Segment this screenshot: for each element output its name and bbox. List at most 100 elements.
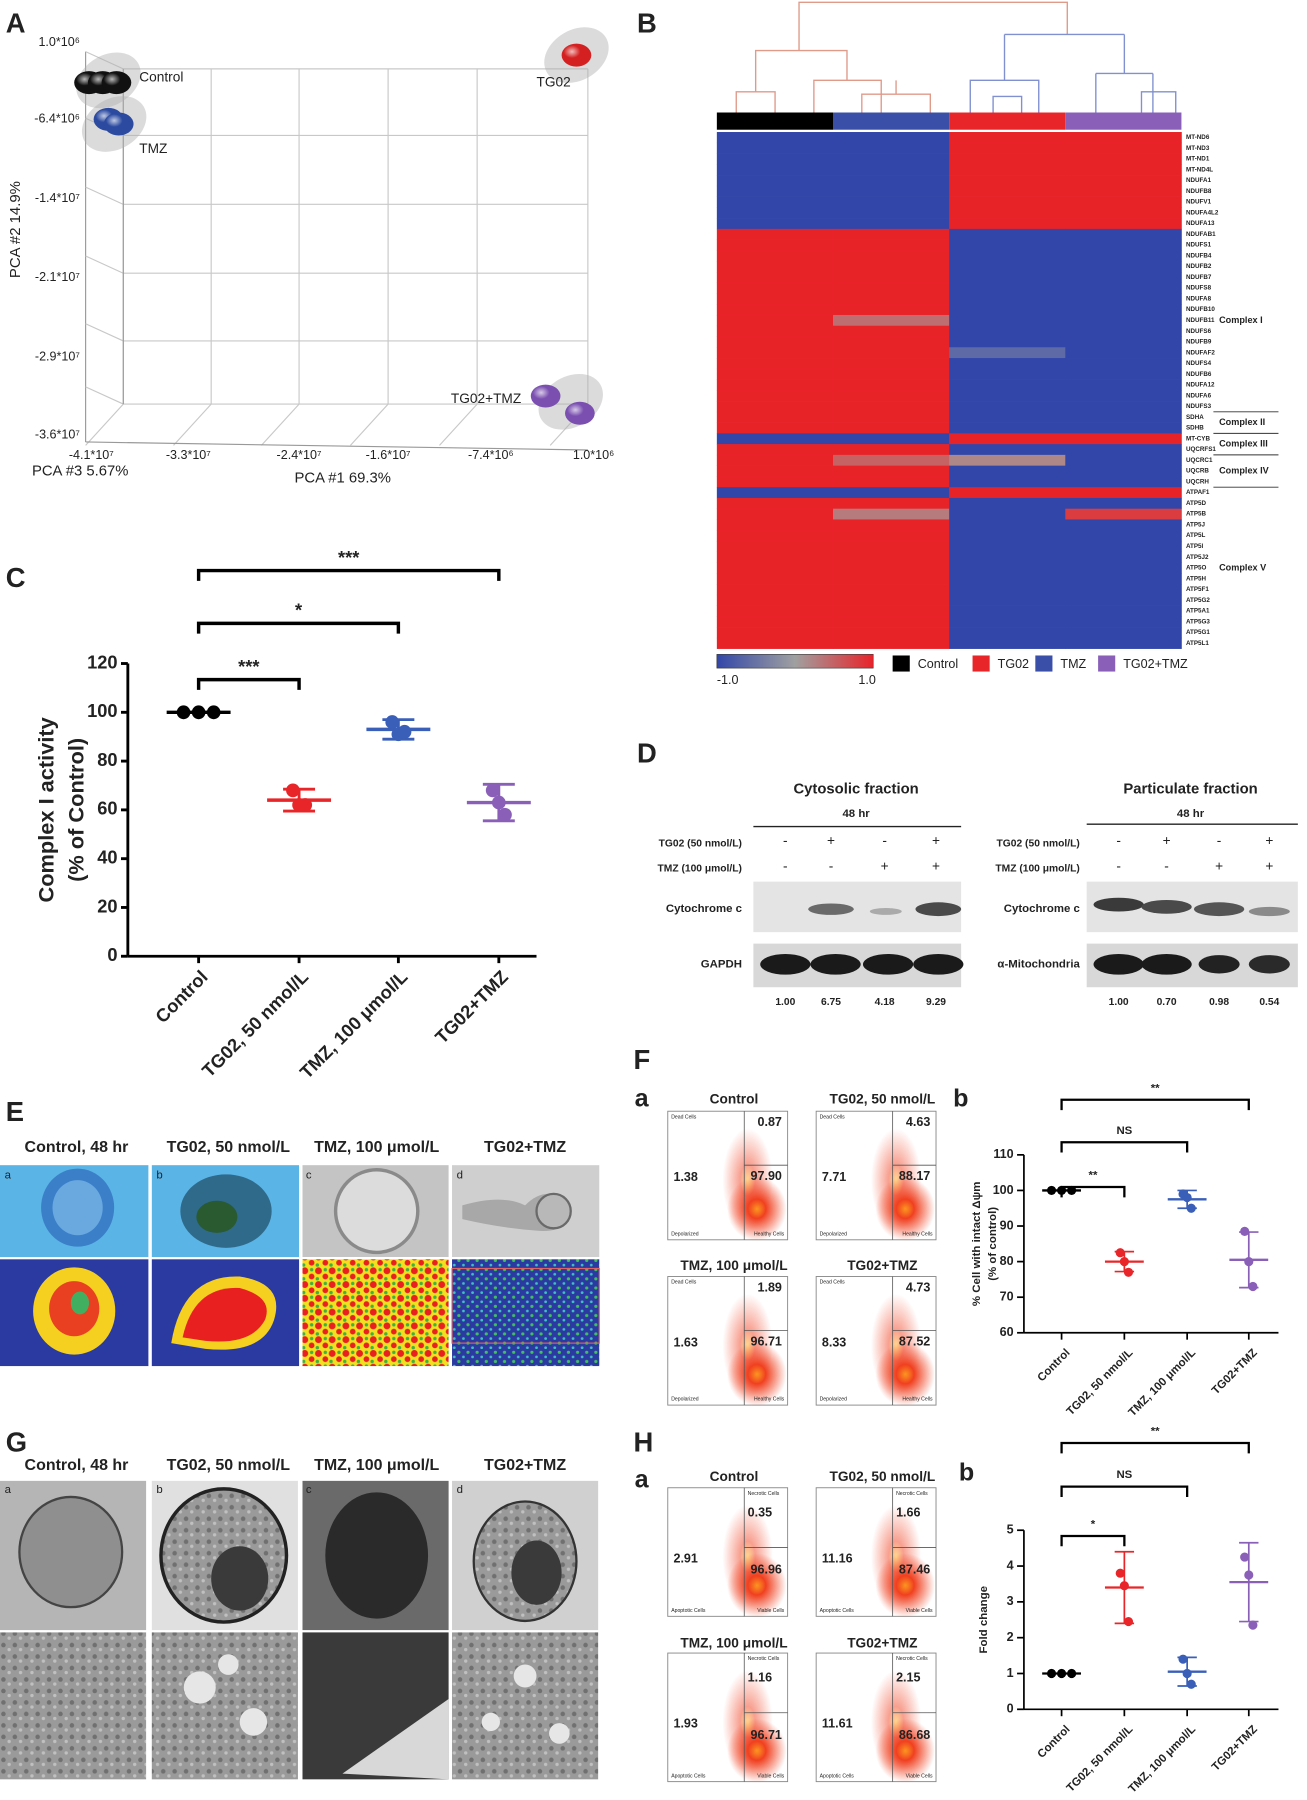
gene-label: NDUFV1	[1186, 199, 1212, 206]
heatmap-cell	[716, 336, 834, 348]
sub-panel-label: a	[635, 1084, 650, 1112]
significance-label: NS	[1116, 1469, 1132, 1481]
gene-label: ATPAF1	[1186, 489, 1210, 496]
heatmap-cell	[716, 293, 834, 305]
heatmap-cell	[716, 218, 834, 230]
heatmap-cell	[1065, 508, 1182, 520]
group-label: TG02	[536, 74, 570, 89]
heatmap-cell	[832, 336, 950, 348]
pca-frame	[85, 441, 588, 451]
heatmap-cell	[949, 433, 1066, 445]
band-ratio: 4.18	[875, 997, 895, 1008]
quadrant-value: 88.17	[899, 1169, 930, 1183]
flow-cloud	[870, 1670, 922, 1774]
heatmap-cell	[1065, 476, 1182, 488]
quadrant-value: 11.61	[822, 1717, 853, 1731]
treatment-sign: +	[1265, 833, 1273, 848]
flow-cloud	[722, 1670, 773, 1774]
complex-label: Complex I	[1219, 315, 1263, 325]
heatmap-cell	[1065, 185, 1182, 197]
heatmap-cell	[832, 271, 950, 284]
heatmap-cell	[716, 325, 834, 337]
quadrant-value: 1.89	[758, 1280, 782, 1294]
y-tick-label: 2	[1007, 1630, 1014, 1644]
heatmap-cell	[1065, 358, 1182, 370]
heatmap-cell	[949, 218, 1066, 230]
treatment-sign: -	[1116, 858, 1121, 873]
significance-bracket	[1060, 1141, 1189, 1153]
heatmap-cell	[716, 508, 834, 520]
heatmap-cell	[949, 390, 1066, 402]
y-tick-label: 40	[97, 846, 117, 867]
heatmap-cell	[832, 573, 950, 585]
scale-label: -1.0	[717, 673, 739, 687]
gene-label: UQCRH	[1186, 478, 1209, 485]
heatmap-cell	[1065, 196, 1182, 208]
gene-label: SDHA	[1186, 414, 1204, 421]
treatment-sign: -	[882, 833, 887, 848]
heatmap-cell	[949, 605, 1066, 617]
x-tick-label: -2.4*10⁷	[277, 448, 322, 462]
heatmap-cell	[716, 637, 834, 649]
quadrant-label: Necrotic Cells	[748, 1656, 780, 1662]
heatmap-cell	[949, 594, 1066, 606]
y-tick-label: 80	[97, 749, 117, 770]
heatmap-cell	[1065, 411, 1182, 423]
sub-panel-label: a	[635, 1465, 650, 1493]
sphere-shine	[101, 71, 132, 95]
pca-frame	[173, 403, 212, 446]
y-tick-label: -6.4*10⁶	[34, 112, 80, 126]
quadrant-value: 1.63	[673, 1335, 697, 1349]
gene-label: MT-ND6	[1186, 134, 1210, 141]
gene-label: MT-ND4L	[1186, 166, 1213, 173]
data-point	[1057, 1668, 1067, 1679]
y-tick-label: 70	[1000, 1290, 1014, 1304]
heatmap-cell	[1065, 218, 1182, 230]
band-label: α-Mitochondria	[997, 958, 1080, 970]
flow-cloud	[870, 1504, 922, 1609]
data-point	[1178, 1654, 1188, 1664]
band-ratio: 0.98	[1209, 997, 1229, 1008]
heatmap-cell	[832, 616, 950, 628]
heatmap-cell	[716, 250, 834, 262]
gene-label: NDUFA12	[1186, 382, 1215, 389]
quadrant-label: Dead Cells	[820, 1280, 846, 1286]
x-tick-label: -3.3*10⁷	[166, 448, 211, 462]
band-label: GAPDH	[701, 958, 742, 970]
x-tick-label: TG02+TMZ	[431, 966, 512, 1048]
heatmap-cell	[832, 368, 950, 380]
heatmap-cell	[949, 616, 1066, 628]
y-tick-label: 110	[993, 1147, 1013, 1161]
heatmap-cell	[1065, 347, 1182, 359]
heatmap-cell	[1065, 379, 1182, 391]
x-tick-label: Control	[1036, 1723, 1073, 1760]
heatmap-cell	[716, 314, 834, 327]
significance-label: NS	[1116, 1125, 1132, 1137]
x-tick-label: TG02+TMZ	[1210, 1347, 1260, 1397]
quadrant-value: 1.93	[673, 1717, 697, 1731]
sub-letter: d	[457, 1484, 463, 1496]
heatmap-cell	[716, 497, 834, 510]
heatmap-cell	[1065, 304, 1182, 316]
treatment-sign: -	[783, 858, 788, 873]
flow-title: TMZ, 100 μmol/L	[680, 1258, 787, 1273]
x-tick-label: -1.6*10⁷	[366, 448, 411, 462]
heatmap-cell	[1065, 282, 1182, 294]
treatment-sign: -	[1217, 833, 1222, 848]
heatmap-cell	[716, 454, 834, 466]
heatmap-cell	[832, 207, 950, 219]
heatmap-cell	[1065, 228, 1182, 240]
quadrant-label: Healthy Cells	[902, 1231, 933, 1237]
legend-swatch	[972, 655, 990, 672]
data-point	[1115, 1568, 1125, 1578]
gene-label: NDUFA4L2	[1186, 209, 1219, 216]
heatmap-cell	[1065, 142, 1182, 154]
flow-cloud	[722, 1293, 773, 1398]
heatmap-cell	[949, 293, 1066, 305]
group-label: TG02+TMZ	[451, 391, 521, 406]
treatment-sign: +	[881, 858, 889, 873]
gene-label: ATP5H	[1186, 575, 1207, 582]
heatmap-cell	[832, 433, 950, 445]
heatmap-cell	[949, 250, 1066, 262]
x-tick-label: -4.1*10⁷	[69, 448, 114, 462]
